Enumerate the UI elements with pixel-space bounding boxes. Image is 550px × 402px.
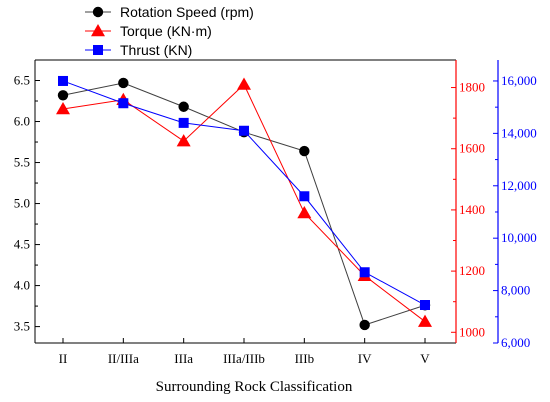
x-axis-tick-label: II bbox=[59, 351, 68, 366]
thrust-axis-tick-label: 10,000 bbox=[501, 230, 537, 245]
torque-axis-tick-label: 1000 bbox=[459, 324, 485, 339]
thrust-axis-tick-label: 14,000 bbox=[501, 125, 537, 140]
thrust-legend-marker bbox=[93, 45, 103, 55]
torque-axis: 1000 1200 1400 1600 1800 bbox=[451, 60, 485, 343]
thrust-legend-label: Thrust (KN) bbox=[120, 42, 192, 58]
thrust-axis-tick-label: 12,000 bbox=[501, 178, 537, 193]
thrust-point bbox=[239, 125, 249, 136]
torque-legend-marker bbox=[91, 24, 105, 37]
left-axis-tick-label: 5.0 bbox=[14, 196, 30, 211]
thrust-axis-tick-label: 8,000 bbox=[501, 283, 530, 298]
legend: Rotation Speed (rpm) Torque (KN·m) Thrust … bbox=[85, 4, 254, 58]
x-axis-tick-label: IIIb bbox=[295, 351, 315, 366]
torque-point bbox=[176, 134, 191, 147]
left-axis-tick-label: 4.5 bbox=[14, 237, 30, 252]
thrust-axis: 6,000 8,000 10,000 12,000 14,000 16,000 bbox=[493, 60, 537, 350]
thrust-point bbox=[178, 117, 189, 128]
rotation-speed-point bbox=[57, 90, 69, 101]
rotation-speed-legend-label: Rotation Speed (rpm) bbox=[120, 4, 254, 20]
torque-series-line bbox=[62, 83, 426, 322]
x-axis-tick-label: V bbox=[420, 351, 430, 366]
thrust-series-line bbox=[62, 80, 426, 306]
rotation-speed-legend-marker bbox=[92, 6, 104, 18]
rotation-speed-point bbox=[299, 145, 310, 157]
rotation-speed-series-line bbox=[62, 82, 426, 326]
thrust-point bbox=[299, 191, 310, 202]
x-axis: II II/IIIa IIIa IIIa/IIIb IIIb IV V bbox=[59, 338, 430, 366]
thrust-axis-tick-label: 6,000 bbox=[501, 335, 530, 350]
x-axis-tick-label: II/IIIa bbox=[108, 351, 139, 366]
torque-axis-tick-label: 1600 bbox=[459, 141, 485, 156]
rotation-speed-point bbox=[118, 77, 129, 89]
left-axis-tick-label: 5.5 bbox=[14, 155, 30, 170]
left-axis-tick-label: 6.0 bbox=[14, 114, 30, 129]
left-axis-tick-label: 6.5 bbox=[14, 73, 30, 88]
rotation-speed-point bbox=[178, 101, 189, 112]
thrust-point bbox=[420, 300, 430, 311]
x-axis-tick-label: IIIa bbox=[174, 351, 193, 366]
torque-point bbox=[237, 77, 251, 90]
torque-point bbox=[297, 205, 312, 219]
x-axis-title: Surrounding Rock Classification bbox=[156, 379, 353, 395]
thrust-axis-tick-label: 16,000 bbox=[501, 73, 537, 88]
series-layer bbox=[56, 75, 432, 331]
torque-axis-tick-label: 1400 bbox=[459, 202, 485, 217]
rotation-speed-point bbox=[359, 319, 370, 331]
torque-axis-tick-label: 1800 bbox=[459, 80, 485, 95]
thrust-point bbox=[58, 75, 68, 86]
x-axis-tick-label: IIIa/IIIb bbox=[223, 351, 265, 366]
thrust-point bbox=[359, 267, 370, 278]
torque-axis-tick-label: 1200 bbox=[459, 263, 485, 278]
plot-frame bbox=[35, 59, 456, 344]
thrust-point bbox=[118, 98, 129, 109]
torque-point bbox=[56, 101, 70, 115]
left-axis-tick-label: 4.0 bbox=[14, 278, 30, 293]
left-axis: 3.5 4.0 4.5 5.0 5.5 6.0 6.5 bbox=[14, 60, 40, 343]
left-axis-tick-label: 3.5 bbox=[14, 319, 30, 334]
x-axis-tick-label: IV bbox=[358, 351, 372, 366]
torque-legend-label: Torque (KN·m) bbox=[120, 23, 212, 39]
torque-point bbox=[418, 314, 432, 327]
